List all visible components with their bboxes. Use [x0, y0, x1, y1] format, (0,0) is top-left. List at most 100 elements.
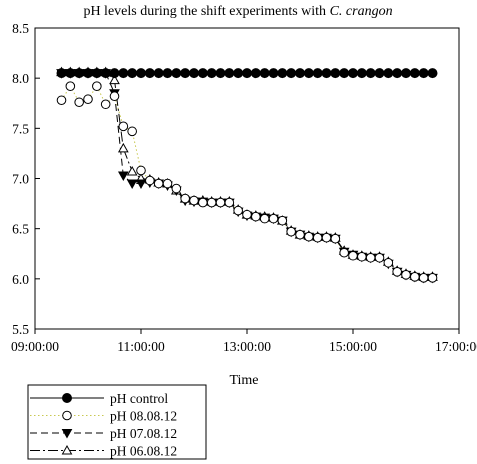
- data-point: [374, 68, 385, 79]
- legend-box: [27, 384, 207, 460]
- data-point: [162, 68, 173, 79]
- series-markers: [56, 68, 438, 79]
- data-point: [109, 74, 120, 85]
- data-point: [268, 213, 279, 224]
- data-point: [348, 250, 358, 261]
- data-point: [117, 142, 129, 153]
- y-tick-label: 7.5: [12, 121, 29, 136]
- data-point: [233, 68, 244, 79]
- x-tick-label: 11:00:00: [117, 339, 165, 354]
- data-point: [109, 91, 120, 102]
- data-point: [180, 193, 190, 204]
- data-point: [286, 226, 296, 237]
- data-point: [83, 94, 93, 105]
- data-point: [135, 179, 147, 190]
- data-point: [136, 68, 146, 79]
- series-layer: [56, 66, 438, 284]
- y-axis: 5.5 6.0 6.5 7.0 7.5 8.0 8.5: [12, 21, 40, 337]
- y-tick-label: 8.0: [12, 71, 29, 86]
- data-point: [180, 68, 191, 79]
- data-point: [295, 229, 305, 240]
- legend: pH control pH 08.08.12 pH 07.08.12 pH 06.08…: [27, 384, 207, 460]
- data-point: [365, 68, 376, 79]
- y-tick-label: 8.5: [12, 21, 29, 36]
- data-point: [74, 97, 84, 108]
- data-point: [392, 267, 402, 277]
- data-point: [61, 429, 73, 439]
- data-point: [62, 410, 72, 421]
- data-point: [321, 232, 332, 243]
- series-line: [61, 71, 433, 278]
- data-point: [348, 68, 358, 79]
- data-point: [127, 68, 138, 79]
- data-point: [189, 68, 199, 79]
- x-tick-label: 17:00:00: [435, 339, 477, 354]
- x-axis-label: Time: [229, 373, 258, 388]
- series: [61, 71, 433, 278]
- data-point: [383, 257, 394, 268]
- data-point: [330, 233, 341, 244]
- data-point: [61, 444, 73, 455]
- data-point: [127, 126, 137, 137]
- data-point: [383, 68, 394, 79]
- chart-title-species: C. crangon: [330, 4, 393, 19]
- legend-label: pH 08.08.12: [110, 409, 177, 424]
- data-point: [418, 273, 429, 283]
- data-point: [374, 252, 385, 263]
- data-point: [339, 68, 350, 79]
- data-point: [189, 195, 199, 206]
- data-point: [83, 68, 93, 79]
- y-tick-label: 5.5: [12, 322, 29, 337]
- data-point: [250, 68, 261, 79]
- data-point: [74, 68, 85, 79]
- data-point: [162, 178, 173, 189]
- data-point: [233, 205, 243, 216]
- data-point: [145, 175, 155, 186]
- data-point: [100, 68, 111, 79]
- data-point: [339, 247, 349, 258]
- data-point: [259, 68, 270, 79]
- x-axis: 09:00:00 11:00:00 13:00:00 15:00:00 17:00:00: [11, 329, 477, 354]
- data-point: [65, 81, 76, 91]
- data-point: [392, 68, 403, 79]
- chart-title-main: pH levels during the shift experiments w…: [83, 4, 326, 19]
- data-point: [109, 68, 120, 79]
- data-point: [242, 68, 252, 79]
- data-point: [409, 68, 420, 79]
- data-point: [365, 252, 376, 263]
- data-point: [100, 99, 111, 110]
- data-point: [286, 68, 297, 79]
- data-point: [56, 68, 67, 79]
- data-point: [56, 95, 67, 106]
- chart-title: pH levels during the shift experiments w…: [83, 4, 392, 19]
- data-point: [418, 68, 429, 79]
- legend-label: pH 07.08.12: [110, 426, 177, 441]
- data-point: [277, 215, 288, 226]
- data-point: [136, 165, 146, 176]
- data-point: [144, 68, 155, 79]
- data-point: [65, 68, 76, 79]
- data-point: [427, 68, 438, 79]
- data-point: [198, 197, 208, 208]
- data-point: [427, 273, 438, 283]
- data-point: [153, 68, 164, 79]
- data-point: [126, 165, 138, 176]
- data-point: [268, 68, 279, 79]
- data-point: [410, 272, 420, 282]
- data-point: [330, 68, 341, 79]
- legend-label: pH control: [110, 391, 168, 406]
- data-point: [321, 68, 332, 79]
- data-point: [401, 68, 411, 79]
- data-point: [295, 68, 305, 79]
- data-point: [206, 197, 217, 208]
- data-point: [153, 178, 164, 189]
- data-point: [118, 121, 129, 132]
- data-point: [303, 68, 314, 79]
- data-point: [117, 171, 129, 182]
- data-point: [312, 232, 323, 243]
- data-point: [224, 197, 235, 208]
- legend-label: pH 06.08.12: [110, 444, 177, 459]
- data-point: [401, 270, 411, 280]
- y-tick-label: 7.0: [12, 172, 29, 187]
